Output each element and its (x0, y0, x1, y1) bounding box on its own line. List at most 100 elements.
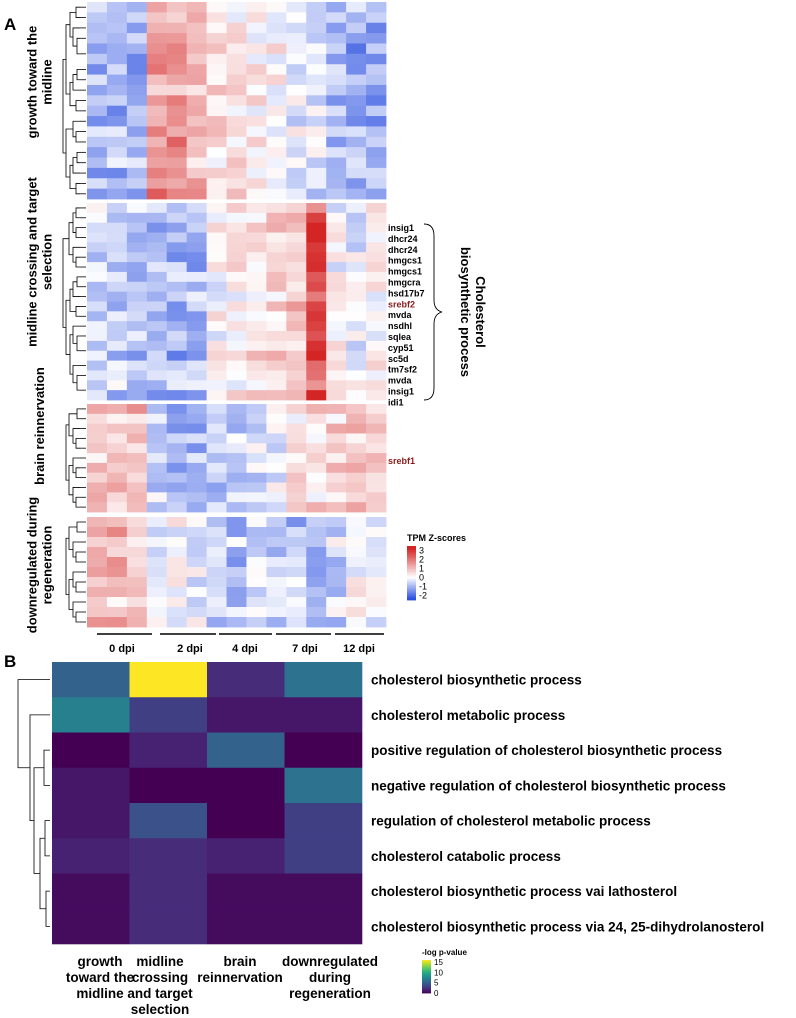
zscore-cell (166, 557, 188, 568)
zscore-cell (226, 311, 247, 322)
zscore-cell (87, 577, 108, 588)
zscore-cell (226, 413, 247, 425)
zscore-cell (226, 126, 247, 138)
zscore-cell (146, 482, 168, 493)
zscore-cell (206, 2, 227, 13)
zscore-cell (366, 136, 387, 148)
zscore-cell (286, 136, 307, 148)
zscore-cell (366, 340, 387, 352)
dendrogram-branch (75, 306, 80, 317)
zscore-cell (87, 95, 108, 107)
zscore-legend-swatch (407, 579, 416, 582)
zscore-cell (87, 311, 108, 322)
zscore-cell (206, 340, 227, 352)
zscore-cell (366, 311, 387, 322)
zscore-cell (126, 492, 148, 503)
pvalue-cell (129, 803, 208, 839)
zscore-cell (326, 281, 347, 293)
dendrogram-branch (76, 335, 80, 352)
dendrogram-branch (62, 58, 66, 154)
zscore-cell (326, 301, 347, 312)
zscore-cell (126, 607, 148, 618)
zscore-cell (286, 212, 307, 224)
zscore-cell (186, 74, 207, 86)
zscore-cell (286, 340, 307, 352)
zscore-legend-swatch (407, 591, 416, 594)
zscore-cell (146, 203, 168, 214)
zscore-cell (186, 212, 207, 224)
zscore-cell (246, 350, 267, 361)
zscore-cell (126, 390, 148, 401)
zscore-cell (326, 607, 347, 618)
zscore-cell (346, 340, 367, 352)
zscore-cell (286, 271, 307, 283)
zscore-cell (306, 370, 327, 381)
zscore-cell (106, 262, 128, 273)
zscore-cell (106, 188, 128, 200)
pvalue-cell (207, 803, 285, 839)
dendrogram-branch (75, 100, 80, 112)
zscore-cell (146, 404, 168, 415)
zscore-cell (126, 577, 148, 588)
zscore-cell (126, 547, 148, 558)
zscore-cell (87, 178, 108, 190)
pvalue-cell (129, 767, 208, 804)
zscore-cell (186, 203, 207, 214)
zscore-cell (146, 33, 168, 44)
zscore-cell (366, 321, 387, 332)
zscore-cell (226, 105, 247, 117)
zscore-cell (306, 617, 327, 628)
pvalue-cell (52, 803, 130, 839)
dendrogram-branch (68, 579, 73, 610)
pvalue-cell (284, 838, 363, 874)
zscore-cell (286, 301, 307, 312)
zscore-cell (226, 390, 247, 401)
zscore-cell (326, 64, 347, 75)
dendrogram-branch (72, 281, 80, 297)
zscore-cell (246, 212, 267, 224)
zscore-cell (87, 252, 108, 263)
zscore-cell (246, 587, 267, 598)
zscore-cell (166, 587, 188, 598)
zscore-cell (206, 350, 227, 361)
zscore-cell (186, 291, 207, 302)
pvalue-legend-swatch (422, 982, 431, 984)
zscore-cell (126, 567, 148, 578)
zscore-cell (146, 291, 168, 302)
zscore-cell (106, 567, 128, 578)
zscore-cell (366, 492, 387, 503)
zscore-cell (226, 597, 247, 608)
zscore-cell (106, 350, 128, 361)
zscore-cell (226, 291, 247, 302)
zscore-cell (286, 178, 307, 190)
zscore-cell (366, 547, 387, 558)
zscore-cell (346, 271, 367, 283)
cluster-column-label: downregulated during regeneration (282, 954, 378, 1001)
zscore-cell (87, 301, 108, 312)
zscore-cell (266, 321, 287, 332)
zscore-cell (166, 340, 188, 352)
zscore-cell (366, 2, 387, 13)
zscore-cell (146, 2, 168, 13)
zscore-cell (206, 321, 227, 332)
zscore-cell (266, 587, 287, 598)
zscore-cell (186, 577, 207, 588)
zscore-cell (286, 262, 307, 273)
zscore-cell (286, 116, 307, 127)
zscore-cell (346, 105, 367, 117)
zscore-cell (266, 360, 287, 371)
zscore-cell (286, 188, 307, 200)
zscore-legend-swatch (407, 550, 416, 552)
dendrogram-branch (72, 365, 80, 384)
zscore-cell (266, 43, 287, 55)
zscore-cell (346, 547, 367, 558)
zscore-cell (186, 126, 207, 138)
zscore-cell (346, 43, 367, 55)
zscore-cell (146, 252, 168, 263)
zscore-cell (106, 492, 128, 503)
zscore-cell (87, 136, 108, 148)
zscore-cell (226, 232, 247, 243)
zscore-cell (326, 116, 347, 127)
zscore-cell (266, 126, 287, 138)
